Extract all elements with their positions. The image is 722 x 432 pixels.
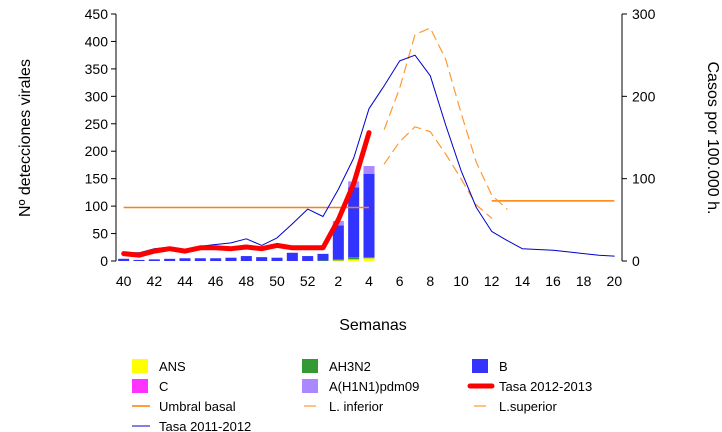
y-left-tick-label: 50 — [92, 226, 108, 242]
bar-B — [317, 253, 329, 261]
x-tick-label: 48 — [239, 273, 255, 289]
y-right-tick-label: 200 — [632, 88, 656, 104]
y-left-tick-label: 200 — [85, 143, 109, 159]
legend-b-label: B — [499, 359, 508, 374]
bar-ANS — [348, 259, 360, 261]
y-left-tick-label: 0 — [100, 253, 108, 269]
bar-B — [194, 258, 206, 261]
bar-AH3N2 — [317, 260, 329, 261]
legend-l-superior-label: L.superior — [499, 399, 557, 414]
line-l-inferior — [383, 126, 493, 219]
bar-B — [348, 187, 360, 258]
bar-AH3N2 — [363, 257, 375, 259]
y-left-tick-label: 400 — [85, 33, 109, 49]
x-tick-label: 20 — [607, 273, 623, 289]
bar-B — [302, 256, 314, 261]
bar-B — [133, 259, 145, 261]
bar-ANS — [363, 258, 375, 261]
y-left-tick-label: 350 — [85, 61, 109, 77]
y-left-tick-label: 150 — [85, 171, 109, 187]
line-l-superior — [383, 27, 508, 210]
y-right-axis-label: Casos por 100.000 h. — [704, 62, 721, 215]
legend-ah3n2-swatch — [302, 359, 318, 373]
bar-B — [148, 259, 160, 261]
x-axis-label: Semanas — [339, 317, 407, 334]
x-tick-label: 46 — [208, 273, 224, 289]
bar-B — [271, 257, 283, 261]
bar-AH3N2 — [348, 257, 360, 260]
bar-B — [256, 257, 268, 261]
x-tick-label: 16 — [545, 273, 561, 289]
legend-b-swatch — [472, 359, 488, 373]
x-tick-label: 10 — [453, 273, 469, 289]
y-right-tick-label: 300 — [632, 6, 656, 22]
legend-a-h1n1-pdm09-label: A(H1N1)pdm09 — [329, 379, 419, 394]
bar-B — [118, 258, 130, 261]
y-right-tick-label: 100 — [632, 171, 656, 187]
bar-B — [240, 256, 252, 261]
x-tick-label: 44 — [177, 273, 193, 289]
y-left-tick-label: 300 — [85, 88, 109, 104]
y-left-tick-label: 250 — [85, 116, 109, 132]
lines-layer — [121, 27, 615, 258]
legend-tasa-2012-2013-label: Tasa 2012-2013 — [499, 379, 592, 394]
y-left-tick-label: 100 — [85, 198, 109, 214]
legend-l-inferior-label: L. inferior — [329, 399, 384, 414]
x-tick-label: 40 — [116, 273, 132, 289]
bar-B — [332, 225, 344, 260]
y-right-tick-label: 0 — [632, 253, 640, 269]
x-tick-label: 50 — [269, 273, 285, 289]
bar-B — [210, 258, 222, 261]
y-left-tick-label: 450 — [85, 6, 109, 22]
x-tick-label: 4 — [365, 273, 373, 289]
bar-B — [164, 258, 176, 261]
bar-B — [179, 258, 191, 261]
legend-umbral-basal-label: Umbral basal — [159, 399, 236, 414]
bar-B — [225, 257, 237, 261]
bar-AH3N2 — [332, 259, 344, 261]
legend-ans-swatch — [132, 359, 148, 373]
x-tick-label: 42 — [147, 273, 163, 289]
bar-B — [286, 252, 298, 261]
legend-a-h1n1-pdm09-swatch — [302, 379, 318, 393]
x-tick-label: 6 — [396, 273, 404, 289]
x-tick-label: 12 — [484, 273, 500, 289]
x-tick-label: 8 — [426, 273, 434, 289]
legend-c-label: C — [159, 379, 168, 394]
x-tick-label: 2 — [334, 273, 342, 289]
x-tick-label: 52 — [300, 273, 316, 289]
line-tasa-2012-2013 — [121, 130, 372, 258]
legend: ANS AH3N2 B C A(H1N1)pdm09 Tasa 2012-2013 Umbr… — [132, 359, 592, 432]
y-left-axis-label: Nº detecciones virales — [17, 59, 34, 217]
bar-B — [363, 173, 375, 258]
bar-ANS — [332, 260, 344, 261]
bar-A(H1N1)pdm09 — [363, 166, 375, 174]
x-tick-label: 14 — [515, 273, 531, 289]
legend-c-swatch — [132, 379, 148, 393]
x-tick-label: 18 — [576, 273, 592, 289]
legend-ah3n2-label: AH3N2 — [329, 359, 371, 374]
legend-ans-label: ANS — [159, 359, 186, 374]
legend-tasa-2011-2012-label: Tasa 2011-2012 — [159, 419, 251, 432]
